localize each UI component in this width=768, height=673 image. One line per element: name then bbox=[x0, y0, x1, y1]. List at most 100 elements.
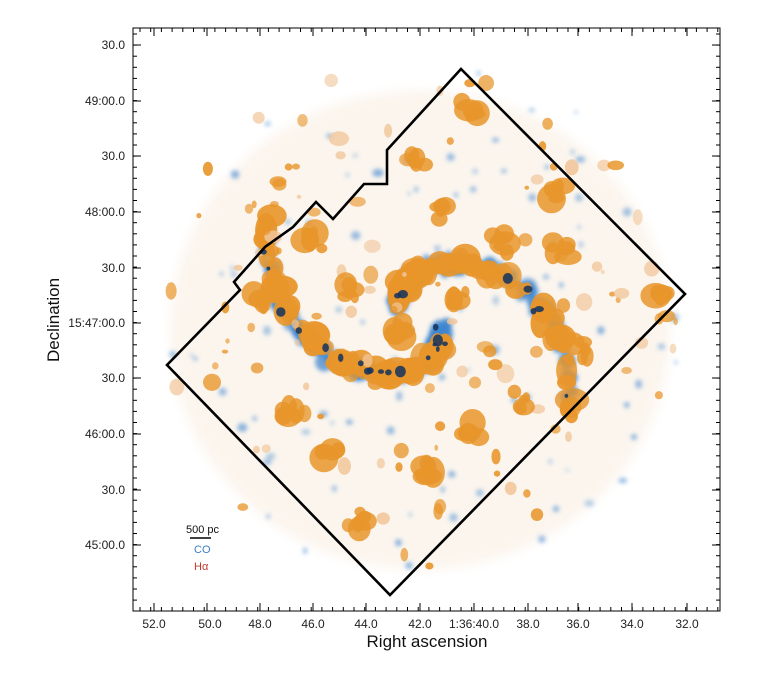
co-clump bbox=[470, 186, 477, 193]
halpha-region bbox=[435, 197, 456, 216]
halpha-region bbox=[518, 233, 533, 247]
halpha-region bbox=[523, 489, 531, 498]
co-clump bbox=[548, 459, 552, 464]
frame-ticks bbox=[133, 28, 720, 611]
co-clump bbox=[360, 319, 365, 325]
dense-co-core bbox=[534, 306, 544, 313]
halpha-region bbox=[514, 401, 527, 415]
legend-halpha-label: Hα bbox=[194, 561, 209, 573]
co-clump bbox=[264, 121, 271, 127]
halpha-region bbox=[324, 73, 339, 88]
dense-co-core bbox=[442, 341, 448, 347]
co-clump bbox=[303, 547, 308, 554]
dense-co-core bbox=[266, 266, 271, 271]
halpha-region bbox=[317, 413, 324, 420]
halpha-region bbox=[673, 317, 678, 326]
dense-co-core bbox=[564, 393, 569, 398]
co-clump bbox=[265, 452, 276, 460]
dense-co-core bbox=[397, 290, 408, 299]
halpha-region bbox=[654, 391, 663, 400]
co-clump bbox=[345, 173, 350, 177]
dense-co-core bbox=[435, 346, 440, 352]
co-clump bbox=[405, 562, 413, 570]
halpha-region bbox=[307, 207, 321, 217]
halpha-region bbox=[363, 265, 379, 284]
halpha-region bbox=[347, 282, 365, 298]
halpha-region bbox=[327, 350, 341, 364]
halpha-region bbox=[248, 289, 273, 309]
halpha-region bbox=[367, 377, 383, 390]
halpha-region bbox=[383, 323, 407, 345]
y-tick-label: 30.0 bbox=[102, 261, 126, 275]
halpha-region bbox=[564, 159, 579, 176]
halpha-region bbox=[291, 319, 300, 329]
co-clump bbox=[597, 326, 605, 335]
co-clump bbox=[544, 164, 550, 170]
halpha-region bbox=[435, 421, 446, 432]
y-tick-label: 30.0 bbox=[102, 483, 126, 497]
halpha-region bbox=[303, 382, 310, 391]
co-clump bbox=[635, 379, 643, 389]
halpha-region bbox=[233, 264, 243, 271]
x-tick-label: 36.0 bbox=[566, 617, 590, 631]
co-clump bbox=[570, 149, 575, 155]
halpha-region bbox=[165, 282, 177, 300]
halpha-region bbox=[260, 226, 271, 236]
halpha-region bbox=[600, 269, 605, 275]
halpha-emission-layer bbox=[165, 73, 678, 570]
co-clump bbox=[449, 513, 458, 522]
co-clump bbox=[538, 535, 546, 543]
halpha-region bbox=[424, 383, 435, 394]
halpha-region bbox=[669, 343, 677, 354]
halpha-region bbox=[303, 328, 314, 344]
co-clump bbox=[472, 168, 479, 174]
halpha-region bbox=[575, 293, 593, 311]
halpha-region bbox=[484, 266, 507, 290]
co-clump bbox=[230, 170, 240, 179]
halpha-region bbox=[212, 362, 219, 370]
halpha-region bbox=[434, 499, 447, 515]
halpha-region bbox=[349, 196, 366, 207]
co-clump bbox=[574, 110, 578, 114]
co-clump bbox=[492, 137, 499, 143]
co-clump bbox=[190, 353, 194, 357]
halpha-region bbox=[272, 178, 287, 191]
co-clump bbox=[528, 108, 535, 112]
halpha-region bbox=[363, 285, 376, 294]
halpha-region bbox=[658, 310, 676, 323]
co-clump bbox=[584, 499, 595, 507]
y-tick-label: 15:47:00.0 bbox=[68, 316, 125, 330]
co-clump bbox=[409, 512, 412, 517]
halpha-region bbox=[363, 239, 381, 253]
co-clump bbox=[618, 477, 628, 484]
co-clump bbox=[219, 271, 224, 277]
halpha-region bbox=[557, 374, 577, 391]
co-clump bbox=[434, 245, 441, 252]
co-clump bbox=[453, 192, 459, 198]
co-clump bbox=[622, 207, 632, 217]
x-tick-labels: 52.0 50.0 48.0 46.0 44.0 42.0 1:36:40.0 … bbox=[142, 617, 699, 631]
halpha-region bbox=[542, 117, 553, 130]
halpha-region bbox=[609, 291, 616, 297]
halpha-region bbox=[292, 163, 300, 170]
halpha-region bbox=[488, 359, 503, 371]
halpha-region bbox=[454, 427, 470, 441]
co-clump bbox=[559, 282, 564, 288]
co-clump bbox=[477, 70, 481, 76]
halpha-region bbox=[277, 272, 286, 283]
halpha-region bbox=[284, 163, 293, 171]
halpha-region bbox=[345, 305, 358, 318]
halpha-region bbox=[257, 204, 287, 228]
halpha-region bbox=[496, 364, 515, 384]
co-clump bbox=[218, 387, 227, 396]
halpha-region bbox=[354, 506, 366, 517]
halpha-region bbox=[621, 367, 632, 374]
co-clump bbox=[345, 419, 353, 425]
halpha-region bbox=[530, 345, 543, 358]
co-clump bbox=[448, 470, 456, 478]
halpha-region bbox=[434, 444, 439, 451]
halpha-region bbox=[468, 376, 482, 389]
co-clump bbox=[407, 192, 411, 195]
halpha-region bbox=[505, 280, 527, 299]
co-clump bbox=[528, 193, 537, 202]
